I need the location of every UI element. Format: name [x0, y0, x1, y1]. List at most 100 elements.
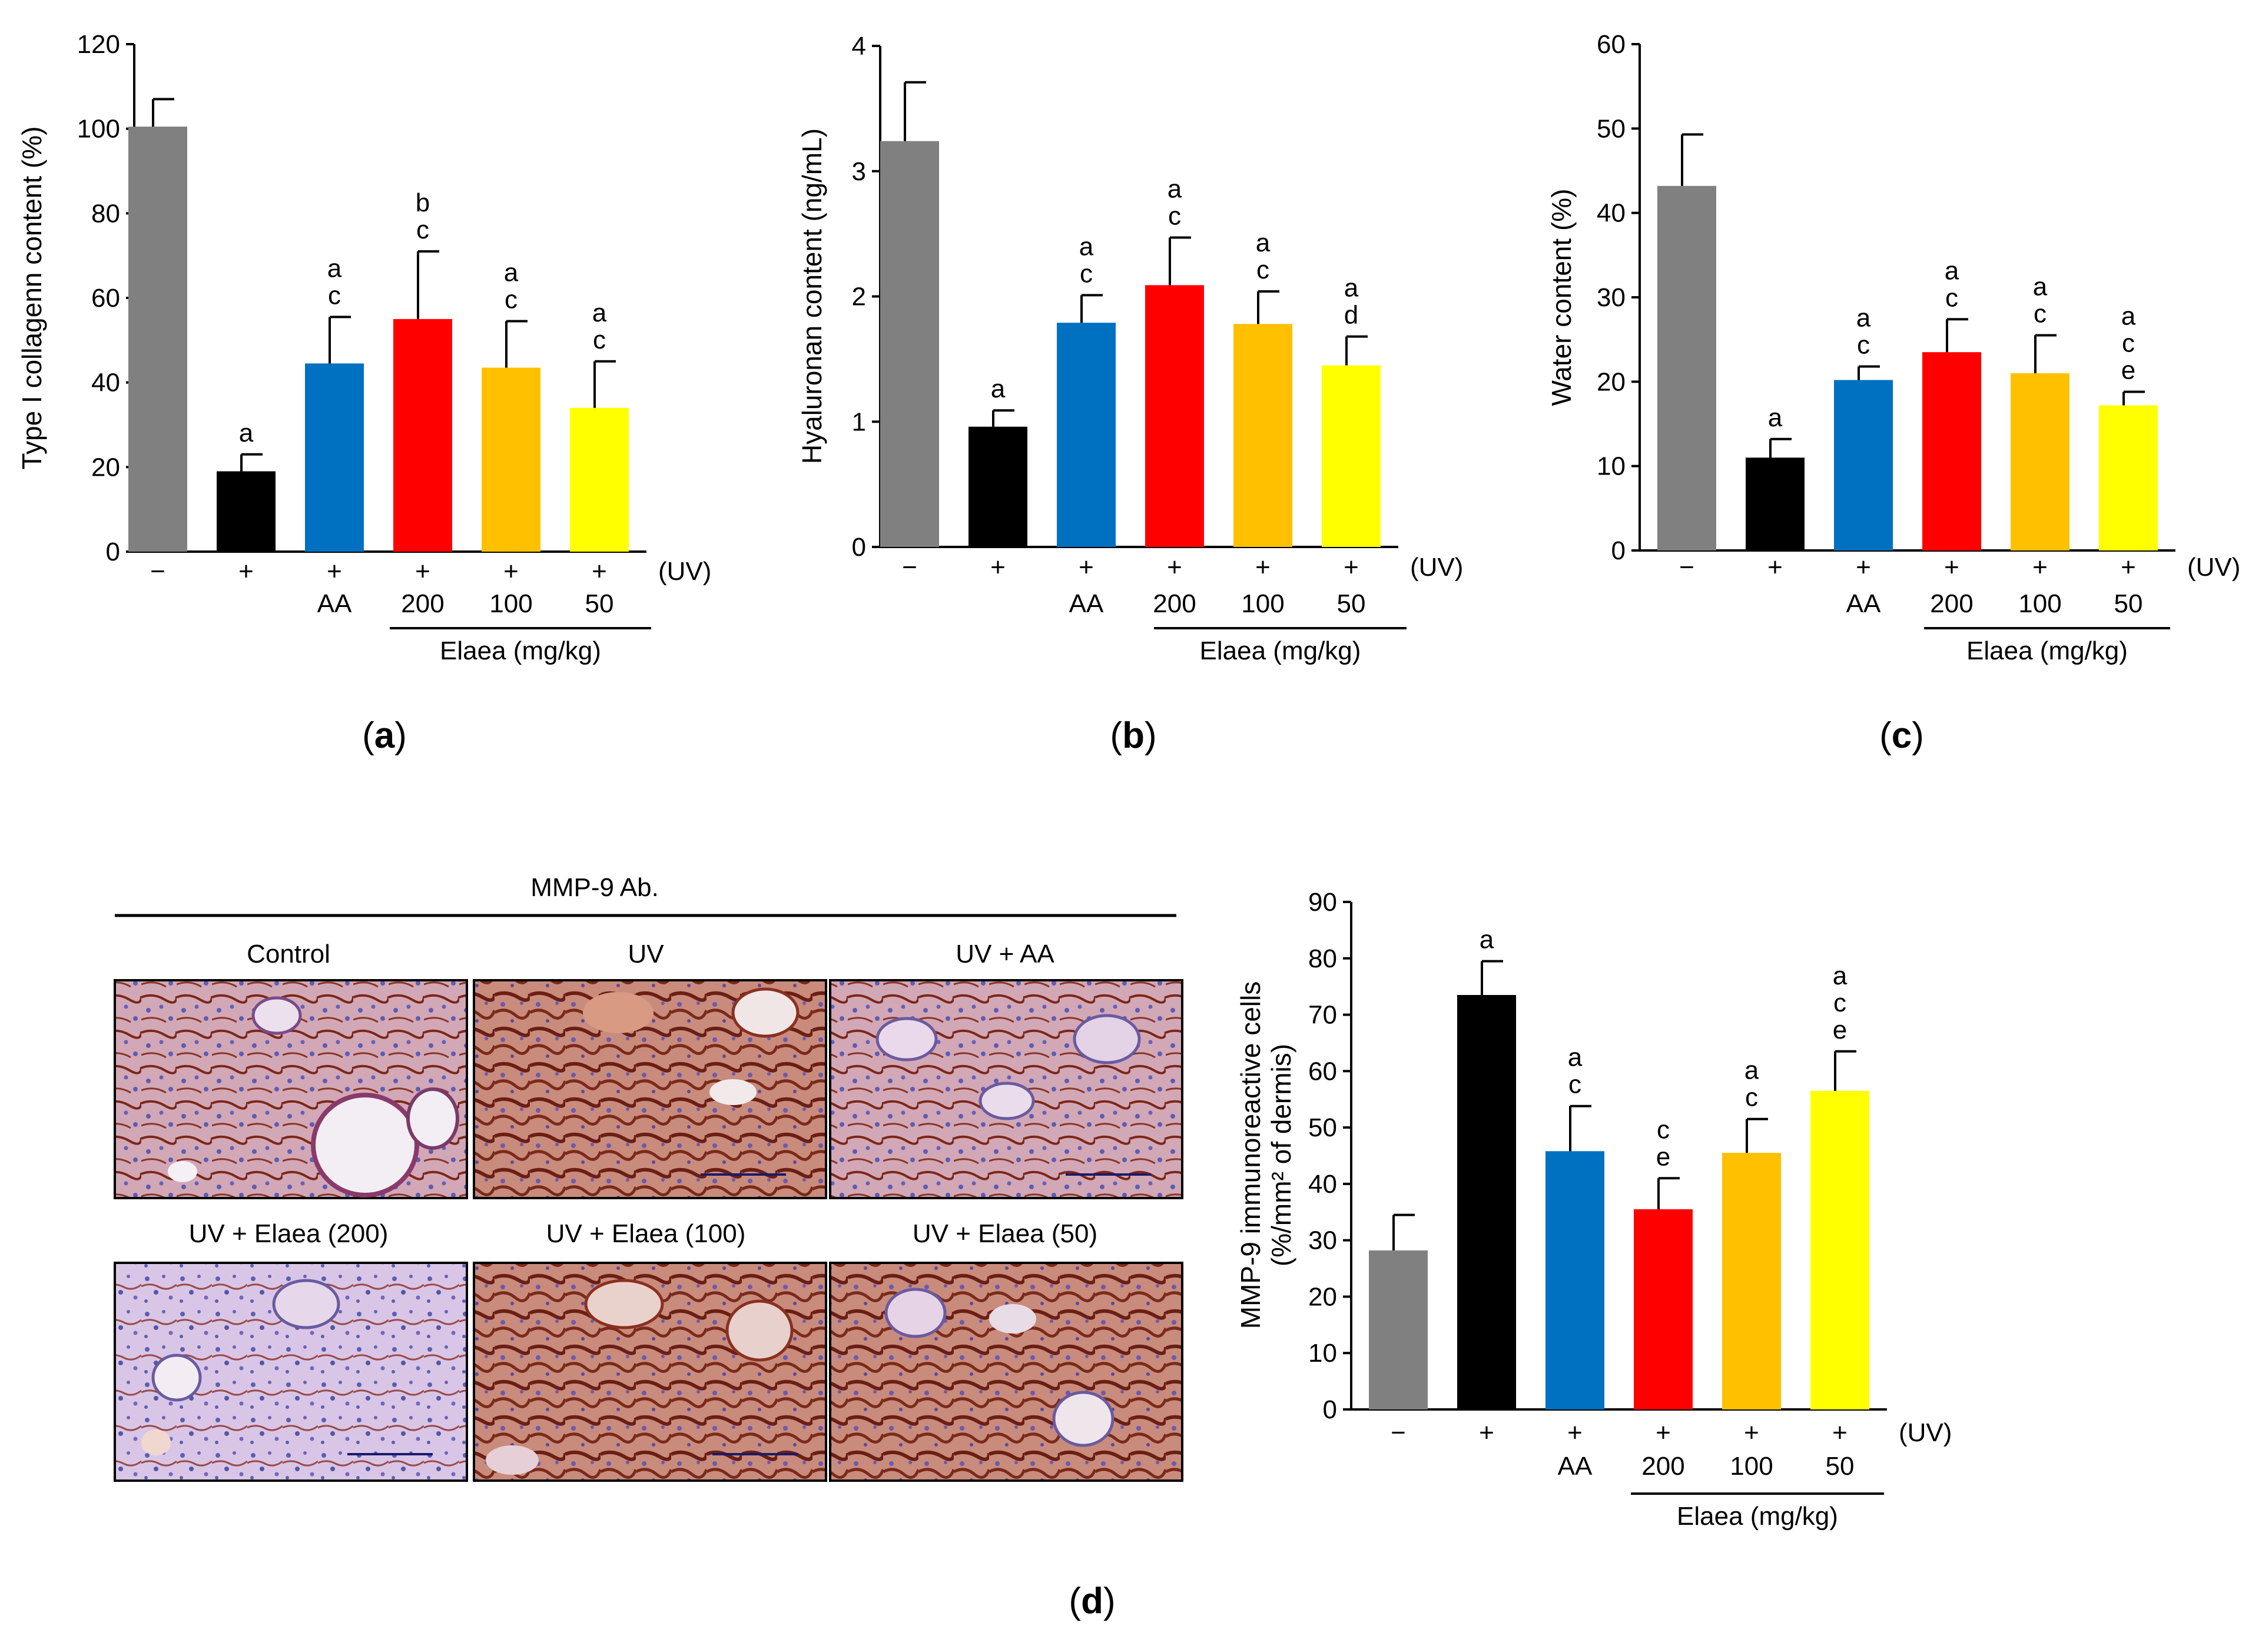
y-tick-label: 1 [852, 407, 866, 436]
significance-letter: a [1344, 274, 1359, 303]
significance-letter: a [327, 254, 342, 283]
uv-marker: + [2121, 553, 2136, 582]
y-tick-label: 70 [1308, 1001, 1337, 1030]
treatment-label: AA [1069, 589, 1104, 618]
treatment-label: 100 [2018, 589, 2061, 618]
y-tick-label: 20 [1597, 367, 1626, 396]
group-label: Elaea (mg/kg) [440, 636, 601, 665]
uv-marker: + [415, 557, 430, 586]
uv-marker: + [1479, 1418, 1494, 1447]
significance-letter: a [991, 374, 1006, 403]
significance-letter: c [1657, 1115, 1670, 1144]
treatment-label: 50 [585, 589, 614, 618]
treatment-label: 100 [489, 589, 532, 618]
treatment-label: 50 [1337, 589, 1366, 618]
significance-letter: e [2121, 356, 2135, 385]
bar [1369, 1250, 1428, 1409]
bar [305, 363, 364, 552]
significance-letter: c [1256, 256, 1269, 284]
significance-letter: a [2033, 273, 2048, 301]
significance-letter: c [1568, 1070, 1581, 1099]
y-tick-label: 40 [1308, 1170, 1337, 1199]
bar [1322, 365, 1381, 547]
micrograph-control [114, 979, 468, 1199]
significance-letter: c [505, 286, 518, 314]
chart-panel-a: 0 20 40 60 80 100 120 Type I collagenn content … [16, 30, 711, 756]
uv-label: (UV) [1899, 1418, 1952, 1447]
micrograph-e200 [114, 1262, 468, 1482]
micrograph-uv-aa [829, 979, 1183, 1199]
uv-marker: + [1656, 1418, 1671, 1447]
histology-label-control: Control [247, 940, 330, 968]
bar [1657, 185, 1716, 550]
y-tick-label: 20 [91, 453, 120, 482]
significance-letter: c [416, 215, 429, 244]
treatment-label: 200 [1641, 1452, 1684, 1481]
bar [2011, 373, 2069, 550]
uv-marker: + [327, 557, 342, 586]
significance-letter: c [593, 326, 606, 354]
significance-letter: c [1945, 283, 1958, 312]
group-label: Elaea (mg/kg) [1200, 636, 1361, 665]
bar [1834, 380, 1893, 550]
treatment-label: 200 [1930, 589, 1973, 618]
significance-letter: a [1744, 1056, 1759, 1085]
significance-letter: a [592, 298, 607, 327]
group-label: Elaea (mg/kg) [1677, 1502, 1838, 1531]
significance-letter: c [1857, 331, 1870, 360]
uv-marker: + [1255, 553, 1271, 582]
uv-marker: + [592, 557, 607, 586]
uv-marker: + [990, 553, 1006, 582]
significance-letter: a [1768, 403, 1783, 432]
y-tick-label: 2 [852, 283, 866, 311]
histology-label-e100: UV + Elaea (100) [546, 1219, 746, 1248]
micrograph-uv [473, 979, 827, 1199]
uv-label: (UV) [658, 557, 711, 586]
significance-letter: a [2121, 302, 2136, 331]
bar [1057, 323, 1116, 547]
significance-letter: a [1833, 961, 1848, 990]
treatment-label: 50 [2114, 589, 2143, 618]
y-tick-label: 0 [1611, 536, 1626, 565]
significance-letter: a [1168, 175, 1182, 204]
y-tick-label: 80 [91, 199, 120, 228]
treatment-label: AA [1846, 589, 1881, 618]
bar [1722, 1153, 1781, 1409]
y-tick-label: 20 [1308, 1282, 1337, 1311]
significance-letter: c [1745, 1083, 1758, 1112]
y-tick-label: 10 [1597, 452, 1626, 481]
histology-label-e200: UV + Elaea (200) [189, 1219, 389, 1248]
y-tick-label: 40 [1597, 199, 1626, 228]
significance-letter: e [1833, 1016, 1847, 1044]
micrograph-e100 [473, 1262, 827, 1482]
significance-letter: d [1344, 301, 1358, 330]
panel-caption: (a) [362, 715, 407, 756]
uv-marker: + [238, 557, 254, 586]
uv-marker: + [1344, 553, 1359, 582]
bar [1233, 324, 1292, 547]
bar [1457, 995, 1516, 1409]
y-tick-label: 100 [77, 115, 120, 144]
histology-panel: MMP-9 Ab. Control UV UV + AA UV + Elaea … [114, 873, 1183, 1482]
uv-marker: + [2032, 553, 2048, 582]
y-tick-label: 80 [1308, 944, 1337, 973]
bar [1922, 352, 1981, 550]
histology-label-e50: UV + Elaea (50) [913, 1219, 1097, 1248]
treatment-label: AA [1558, 1452, 1593, 1481]
uv-marker: + [1856, 553, 1871, 582]
panel-caption: (c) [1879, 715, 1924, 756]
uv-marker: − [1391, 1418, 1406, 1447]
panel-caption: (b) [1110, 715, 1156, 756]
uv-marker: + [1832, 1418, 1848, 1447]
bar [969, 426, 1027, 547]
bar [393, 319, 452, 552]
uv-marker: − [1679, 553, 1694, 582]
significance-letter: a [1568, 1043, 1583, 1072]
treatment-label: AA [317, 589, 352, 618]
y-tick-label: 40 [91, 369, 120, 397]
treatment-label: 200 [401, 589, 444, 618]
micrograph-e50 [829, 1262, 1183, 1482]
uv-label: (UV) [2187, 553, 2240, 582]
